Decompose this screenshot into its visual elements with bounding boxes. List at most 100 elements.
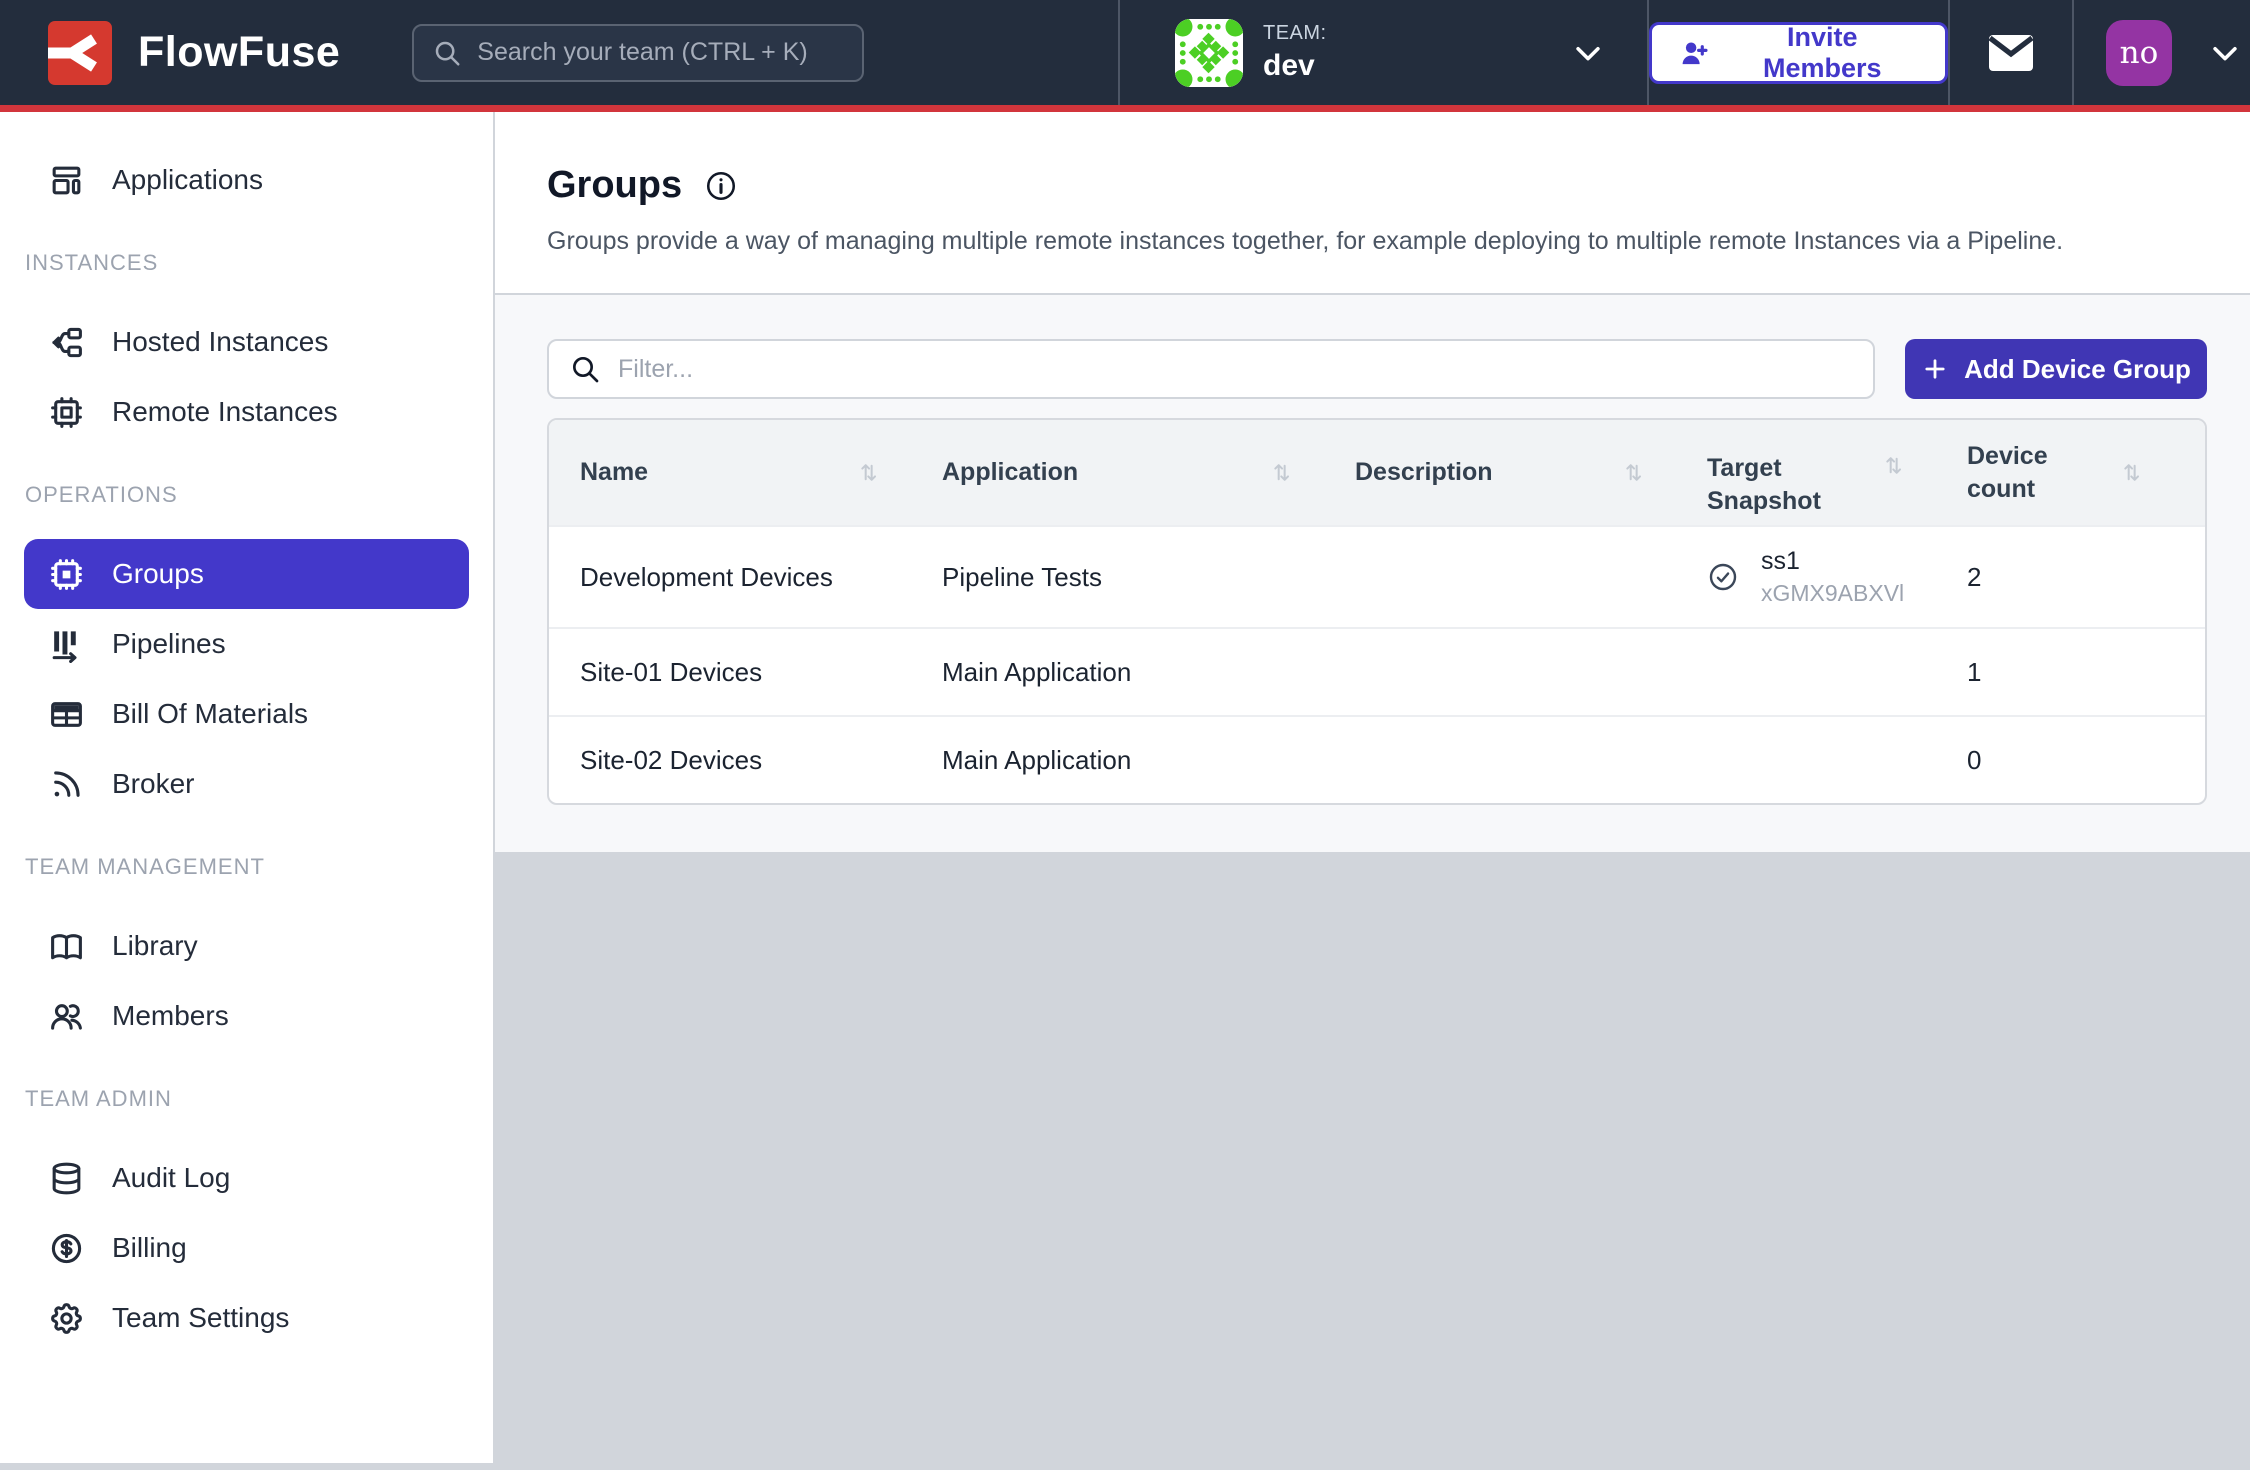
sidebar-section-instances: INSTANCES: [25, 250, 159, 275]
remote-instances-icon: [51, 396, 82, 428]
sidebar-section-team-admin: TEAM ADMIN: [25, 1086, 172, 1111]
snapshot-id: xGMX9ABXVl: [1761, 580, 1905, 606]
table-row[interactable]: Development Devices Pipeline Tests ss1 x…: [549, 525, 2205, 627]
group-application: Main Application: [942, 744, 1132, 775]
sidebar-item-label: Applications: [112, 164, 263, 195]
sidebar-section-operations: OPERATIONS: [25, 482, 178, 507]
bill-of-materials-icon: [51, 701, 82, 727]
header-divider: [2072, 0, 2074, 105]
group-device-count: 2: [1967, 561, 1982, 592]
page-title: Groups: [547, 164, 683, 206]
broker-icon: [54, 770, 80, 797]
column-header-application[interactable]: Application: [942, 456, 1355, 489]
filter-input[interactable]: [618, 354, 1853, 384]
sort-icon[interactable]: [1880, 452, 1907, 479]
invite-members-label: Invite Members: [1762, 21, 1882, 83]
page-background: [495, 852, 2250, 1463]
column-header-device-count[interactable]: Device count: [1967, 440, 2205, 505]
team-search[interactable]: [412, 23, 865, 82]
plus-icon: [1925, 359, 1945, 379]
sidebar-item-label: Team Settings: [112, 1302, 290, 1333]
snapshot-name: ss1: [1761, 547, 1800, 575]
sidebar-item-label: Broker: [112, 768, 195, 799]
group-description: [1355, 652, 1707, 692]
search-input[interactable]: [477, 38, 845, 67]
sidebar-item-label: Library: [112, 930, 198, 961]
sidebar-item-label: Groups: [112, 558, 204, 589]
sidebar-section-team-management: TEAM MANAGEMENT: [25, 854, 265, 879]
header-divider: [1948, 0, 1950, 105]
header-divider: [1647, 0, 1649, 105]
hosted-instances-icon: [52, 327, 82, 357]
mail-icon: [1988, 34, 2034, 71]
sidebar-item-broker[interactable]: Broker: [0, 749, 493, 819]
invite-members-button[interactable]: Invite Members: [1649, 21, 1948, 84]
sidebar-item-bill-of-materials[interactable]: Bill Of Materials: [0, 679, 493, 749]
sidebar-item-team-settings[interactable]: Team Settings: [0, 1283, 493, 1353]
sidebar-item-billing[interactable]: Billing: [0, 1213, 493, 1283]
table-header-row: Name Application Description Target Snap…: [549, 420, 2205, 525]
sidebar-item-audit-log[interactable]: Audit Log: [0, 1143, 493, 1213]
column-header-target-snapshot[interactable]: Target Snapshot: [1707, 428, 1967, 517]
user-menu[interactable]: no: [2074, 0, 2250, 105]
groups-table: Name Application Description Target Snap…: [547, 418, 2207, 805]
sidebar-item-groups[interactable]: Groups: [24, 539, 469, 609]
add-device-group-button[interactable]: Add Device Group: [1905, 339, 2207, 399]
sidebar-item-remote-instances[interactable]: Remote Instances: [0, 377, 493, 447]
billing-icon: [51, 1233, 82, 1263]
team-label: TEAM:: [1263, 22, 1327, 44]
members-icon: [51, 1003, 82, 1030]
sidebar: Applications INSTANCES Hosted Instances …: [0, 112, 495, 1463]
group-description: [1355, 557, 1707, 597]
search-icon: [436, 41, 460, 65]
sidebar-item-label: Bill Of Materials: [112, 698, 309, 729]
column-header-name[interactable]: Name: [549, 456, 942, 489]
add-device-group-label: Add Device Group: [1964, 353, 2191, 384]
sidebar-item-label: Hosted Instances: [112, 326, 329, 357]
notifications-button[interactable]: [1950, 0, 2072, 105]
sidebar-item-members[interactable]: Members: [0, 981, 493, 1051]
sort-icon[interactable]: [2118, 459, 2145, 486]
sidebar-item-label: Pipelines: [112, 628, 226, 659]
team-switcher[interactable]: TEAM: dev: [1120, 0, 1647, 105]
sidebar-item-label: Audit Log: [112, 1162, 231, 1193]
group-name: Site-01 Devices: [580, 656, 763, 687]
user-avatar: no: [2106, 19, 2172, 86]
header-divider: [1118, 0, 1120, 105]
search-icon: [573, 357, 599, 383]
user-add-icon: [1682, 42, 1708, 64]
group-target-snapshot: ss1 xGMX9ABXVl: [1707, 527, 1967, 627]
check-circle-icon: [1709, 563, 1737, 591]
info-icon[interactable]: [704, 169, 738, 203]
sidebar-item-label: Remote Instances: [112, 396, 338, 427]
filter-box[interactable]: [547, 339, 1875, 399]
sort-icon[interactable]: [855, 459, 882, 486]
team-name: dev: [1263, 49, 1315, 82]
column-header-description[interactable]: Description: [1355, 456, 1707, 489]
group-description: [1355, 740, 1707, 780]
pipelines-icon: [52, 630, 77, 663]
group-application: Pipeline Tests: [942, 561, 1102, 592]
sidebar-item-pipelines[interactable]: Pipelines: [0, 609, 493, 679]
sidebar-item-hosted-instances[interactable]: Hosted Instances: [0, 307, 493, 377]
flowfuse-logo-icon[interactable]: [48, 20, 112, 85]
group-device-count: 0: [1967, 744, 1982, 775]
sort-icon[interactable]: [1268, 459, 1295, 486]
sidebar-item-applications[interactable]: Applications: [0, 145, 493, 215]
table-row[interactable]: Site-02 Devices Main Application 0: [549, 715, 2205, 803]
main-content: Groups Groups provide a way of managing …: [495, 112, 2250, 1463]
team-settings-icon: [51, 1302, 82, 1334]
chevron-down-icon[interactable]: [2208, 36, 2242, 70]
groups-icon: [51, 558, 82, 590]
group-device-count: 1: [1967, 656, 1982, 687]
group-target-snapshot: [1707, 652, 1967, 692]
sort-icon[interactable]: [1620, 459, 1647, 486]
app-header: FlowFuse: [0, 0, 2250, 112]
sidebar-item-library[interactable]: Library: [0, 911, 493, 981]
brand-name: FlowFuse: [138, 28, 341, 76]
group-name: Site-02 Devices: [580, 744, 763, 775]
table-row[interactable]: Site-01 Devices Main Application 1: [549, 627, 2205, 715]
chevron-down-icon[interactable]: [1571, 36, 1605, 70]
page-description: Groups provide a way of managing multipl…: [547, 227, 2064, 255]
sidebar-item-label: Billing: [112, 1232, 187, 1263]
